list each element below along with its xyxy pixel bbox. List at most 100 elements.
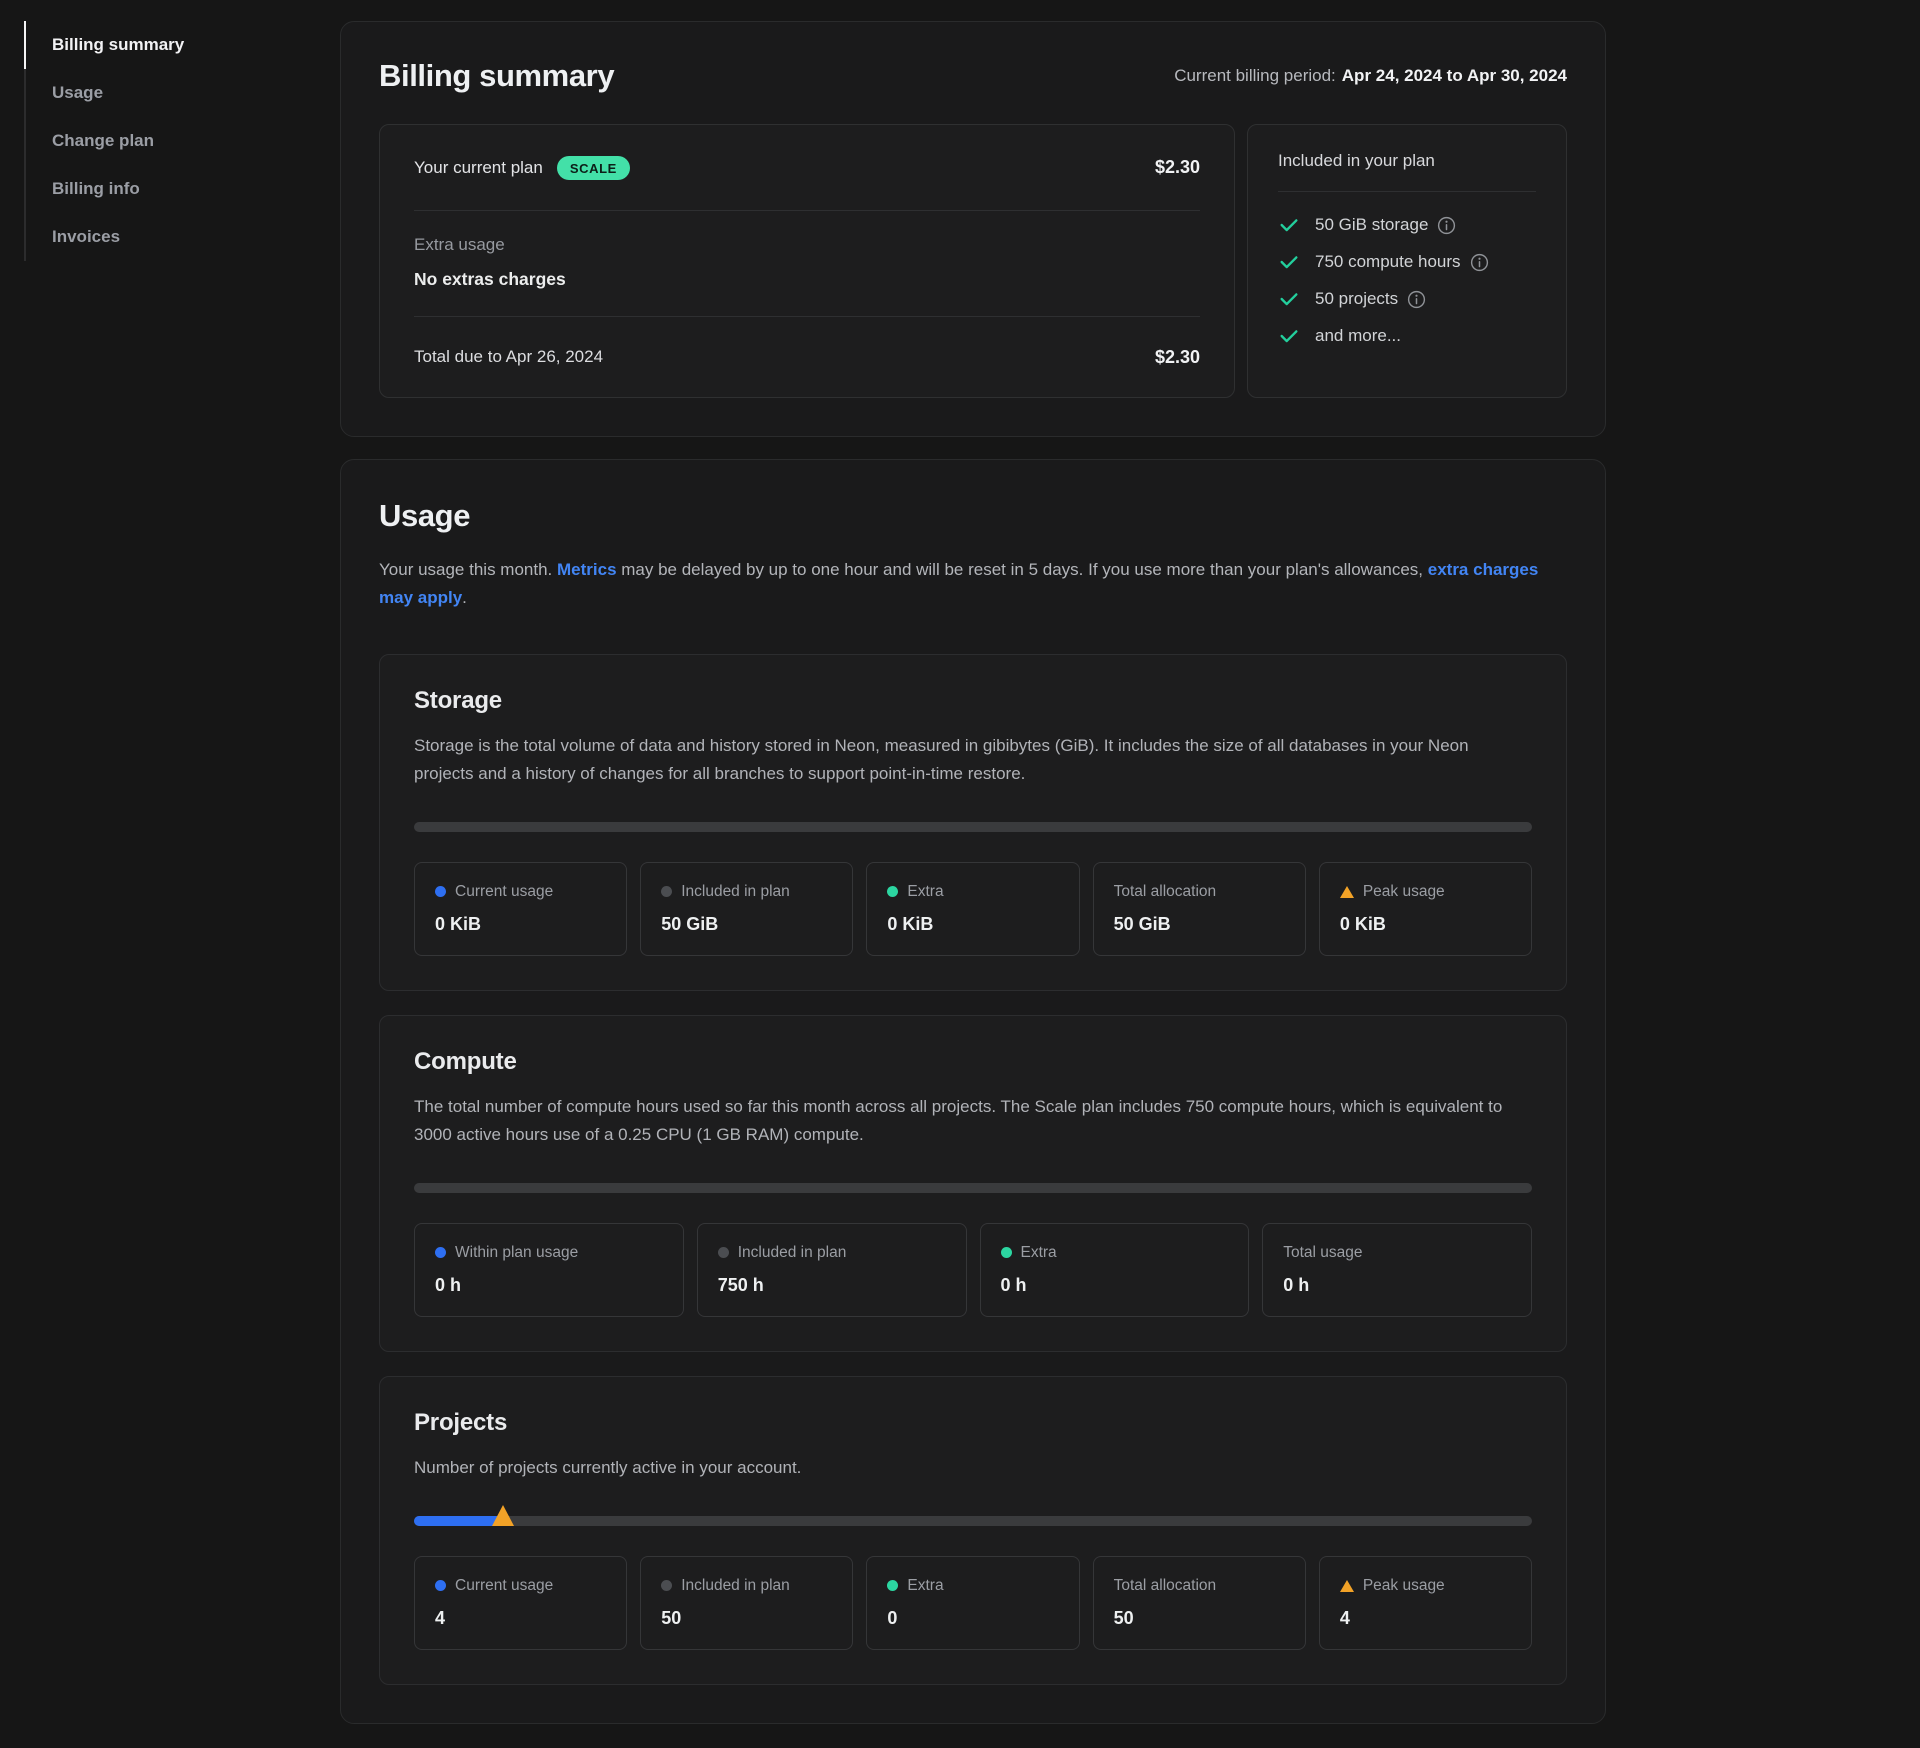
compute-description: The total number of compute hours used s… [414, 1093, 1532, 1149]
stat-value: 0 h [1001, 1275, 1229, 1296]
stat-value: 50 [1114, 1608, 1285, 1629]
storage-description: Storage is the total volume of data and … [414, 732, 1532, 788]
projects-stats: Current usage 4 Included in plan 50 Extr… [414, 1556, 1532, 1650]
total-due-amount: $2.30 [1155, 347, 1200, 368]
compute-stats: Within plan usage 0 h Included in plan 7… [414, 1223, 1532, 1317]
stat-label: Included in plan [681, 882, 790, 901]
stat-label: Total allocation [1114, 882, 1217, 901]
stat-total-allocation: Total allocation 50 GiB [1093, 862, 1306, 956]
included-divider [1278, 191, 1536, 192]
stat-value: 0 h [1283, 1275, 1511, 1296]
storage-stats: Current usage 0 KiB Included in plan 50 … [414, 862, 1532, 956]
billing-period-label: Current billing period: [1174, 66, 1336, 85]
projects-section: Projects Number of projects currently ac… [379, 1376, 1567, 1685]
billing-period-value: Apr 24, 2024 to Apr 30, 2024 [1342, 66, 1567, 85]
stat-label: Current usage [455, 1576, 553, 1595]
page-title: Billing summary [379, 58, 614, 94]
sidebar-item-billing-info[interactable]: Billing info [24, 165, 284, 213]
total-due-row: Total due to Apr 26, 2024 $2.30 [414, 317, 1200, 397]
green-dot-icon [887, 1580, 898, 1591]
peak-marker-icon [492, 1505, 514, 1526]
billing-summary-header: Billing summary Current billing period: A… [379, 58, 1567, 94]
plan-amount: $2.30 [1155, 157, 1200, 178]
blue-dot-icon [435, 1247, 446, 1258]
stat-extra: Extra 0 h [980, 1223, 1250, 1317]
stat-current-usage: Current usage 0 KiB [414, 862, 627, 956]
info-icon[interactable] [1470, 253, 1489, 272]
peak-triangle-icon [1340, 886, 1354, 898]
stat-label: Included in plan [681, 1576, 790, 1595]
stat-label: Total allocation [1114, 1576, 1217, 1595]
usage-intro: Your usage this month. Metrics may be de… [379, 556, 1539, 612]
info-icon[interactable] [1407, 290, 1426, 309]
included-title: Included in your plan [1278, 151, 1536, 171]
included-item-label: and more... [1315, 326, 1401, 346]
compute-progress-bar [414, 1183, 1532, 1193]
stat-value: 50 GiB [1114, 914, 1285, 935]
sidebar-item-billing-summary[interactable]: Billing summary [24, 21, 284, 69]
storage-title: Storage [414, 687, 1532, 715]
projects-progress-fill [414, 1516, 503, 1526]
projects-title: Projects [414, 1409, 1532, 1437]
current-plan-row: Your current plan SCALE $2.30 [414, 125, 1200, 211]
stat-total-allocation: Total allocation 50 [1093, 1556, 1306, 1650]
stat-label: Current usage [455, 882, 553, 901]
stat-value: 0 KiB [435, 914, 606, 935]
stat-peak-usage: Peak usage 0 KiB [1319, 862, 1532, 956]
check-icon [1278, 288, 1300, 310]
stat-value: 4 [435, 1608, 606, 1629]
stat-label: Extra [907, 882, 943, 901]
sidebar-item-change-plan[interactable]: Change plan [24, 117, 284, 165]
stat-included-in-plan: Included in plan 50 GiB [640, 862, 853, 956]
stat-label: Peak usage [1363, 882, 1445, 901]
sidebar-item-usage[interactable]: Usage [24, 69, 284, 117]
gray-dot-icon [661, 886, 672, 897]
intro-text: may be delayed by up to one hour and wil… [617, 560, 1428, 579]
check-icon [1278, 214, 1300, 236]
green-dot-icon [1001, 1247, 1012, 1258]
stat-extra: Extra 0 [866, 1556, 1079, 1650]
included-item-storage: 50 GiB storage [1278, 214, 1536, 236]
current-plan-label: Your current plan [414, 158, 543, 178]
included-item-label: 50 GiB storage [1315, 215, 1428, 235]
extra-usage-value: No extras charges [414, 269, 1200, 290]
stat-label: Extra [1021, 1243, 1057, 1262]
plan-badge: SCALE [557, 156, 630, 180]
billing-summary-card: Billing summary Current billing period: A… [340, 21, 1606, 437]
stat-label: Within plan usage [455, 1243, 578, 1262]
blue-dot-icon [435, 886, 446, 897]
stat-within-plan-usage: Within plan usage 0 h [414, 1223, 684, 1317]
storage-section: Storage Storage is the total volume of d… [379, 654, 1567, 991]
usage-card: Usage Your usage this month. Metrics may… [340, 459, 1606, 1724]
info-icon[interactable] [1437, 216, 1456, 235]
billing-main: Billing summary Current billing period: A… [340, 21, 1606, 1724]
compute-section: Compute The total number of compute hour… [379, 1015, 1567, 1352]
billing-sidebar: Billing summary Usage Change plan Billin… [24, 21, 284, 261]
stat-label: Peak usage [1363, 1576, 1445, 1595]
peak-triangle-icon [1340, 1580, 1354, 1592]
included-item-label: 50 projects [1315, 289, 1398, 309]
billing-period: Current billing period: Apr 24, 2024 to A… [1174, 66, 1567, 86]
stat-value: 0 h [435, 1275, 663, 1296]
stat-value: 0 [887, 1608, 1058, 1629]
compute-title: Compute [414, 1048, 1532, 1076]
stat-included-in-plan: Included in plan 750 h [697, 1223, 967, 1317]
intro-text: Your usage this month. [379, 560, 557, 579]
included-item-compute: 750 compute hours [1278, 251, 1536, 273]
check-icon [1278, 251, 1300, 273]
current-plan-card: Your current plan SCALE $2.30 Extra usag… [379, 124, 1235, 398]
summary-grid: Your current plan SCALE $2.30 Extra usag… [379, 124, 1567, 398]
sidebar-item-invoices[interactable]: Invoices [24, 213, 284, 261]
stat-peak-usage: Peak usage 4 [1319, 1556, 1532, 1650]
stat-value: 0 KiB [1340, 914, 1511, 935]
green-dot-icon [887, 886, 898, 897]
stat-value: 750 h [718, 1275, 946, 1296]
stat-total-usage: Total usage 0 h [1262, 1223, 1532, 1317]
included-item-label: 750 compute hours [1315, 252, 1461, 272]
stat-label: Extra [907, 1576, 943, 1595]
metrics-link[interactable]: Metrics [557, 560, 617, 579]
projects-progress-bar [414, 1516, 1532, 1526]
included-item-more: and more... [1278, 325, 1536, 347]
storage-progress-bar [414, 822, 1532, 832]
stat-label: Included in plan [738, 1243, 847, 1262]
